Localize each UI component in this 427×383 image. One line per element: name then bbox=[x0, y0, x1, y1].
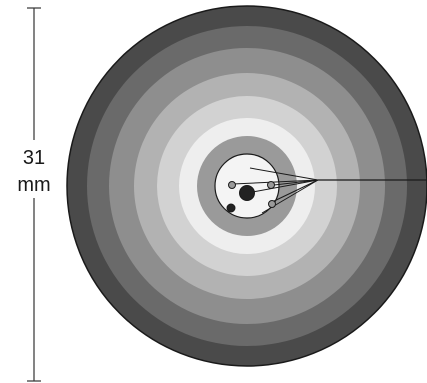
dimension-unit: mm bbox=[17, 174, 50, 196]
lead-wires bbox=[232, 167, 427, 214]
lead-wire-upper-left bbox=[232, 179, 319, 185]
dimension-indicator: 31 mm bbox=[10, 7, 58, 382]
lead-wire-lower-right bbox=[269, 179, 319, 204]
dimension-value: 31 bbox=[23, 147, 45, 169]
electrode-lower-right bbox=[268, 200, 276, 208]
electrode-lower-left bbox=[226, 203, 236, 213]
lead-wire-center bbox=[246, 179, 319, 194]
electrode-upper-right bbox=[267, 181, 275, 189]
electrode-large-center bbox=[239, 185, 255, 201]
electrodes bbox=[226, 181, 276, 213]
lead-wire-center-top bbox=[249, 167, 319, 181]
electrode-upper-left bbox=[228, 181, 236, 189]
lead-wire-upper-right bbox=[273, 179, 319, 186]
